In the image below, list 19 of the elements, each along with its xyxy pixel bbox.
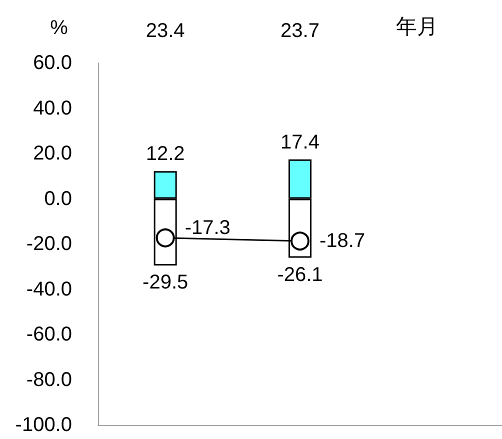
y-tick-label: -60.0 [26, 324, 72, 346]
data-label: -29.5 [142, 271, 188, 294]
data-label: 17.4 [280, 131, 320, 154]
y-tick-label: 40.0 [33, 97, 72, 120]
y-tick-label: -100.0 [15, 414, 72, 436]
x-tick-label: 23.7 [280, 20, 320, 42]
y-tick-label: 60.0 [33, 52, 72, 74]
data-label: -26.1 [277, 264, 323, 286]
data-label: -17.3 [184, 216, 230, 239]
x-axis-title: 年月 [396, 16, 438, 38]
y-tick-label: -80.0 [26, 368, 72, 391]
data-label: 12.2 [146, 143, 185, 166]
y-tick-label: -40.0 [26, 278, 72, 300]
y-tick-label: -20.0 [26, 233, 72, 255]
y-axis-title: % [50, 17, 68, 39]
data-label: -18.7 [320, 230, 366, 252]
y-tick-label: 20.0 [33, 142, 72, 164]
x-tick-label: 23.4 [146, 20, 185, 42]
y-tick-label: 0.0 [44, 188, 72, 210]
